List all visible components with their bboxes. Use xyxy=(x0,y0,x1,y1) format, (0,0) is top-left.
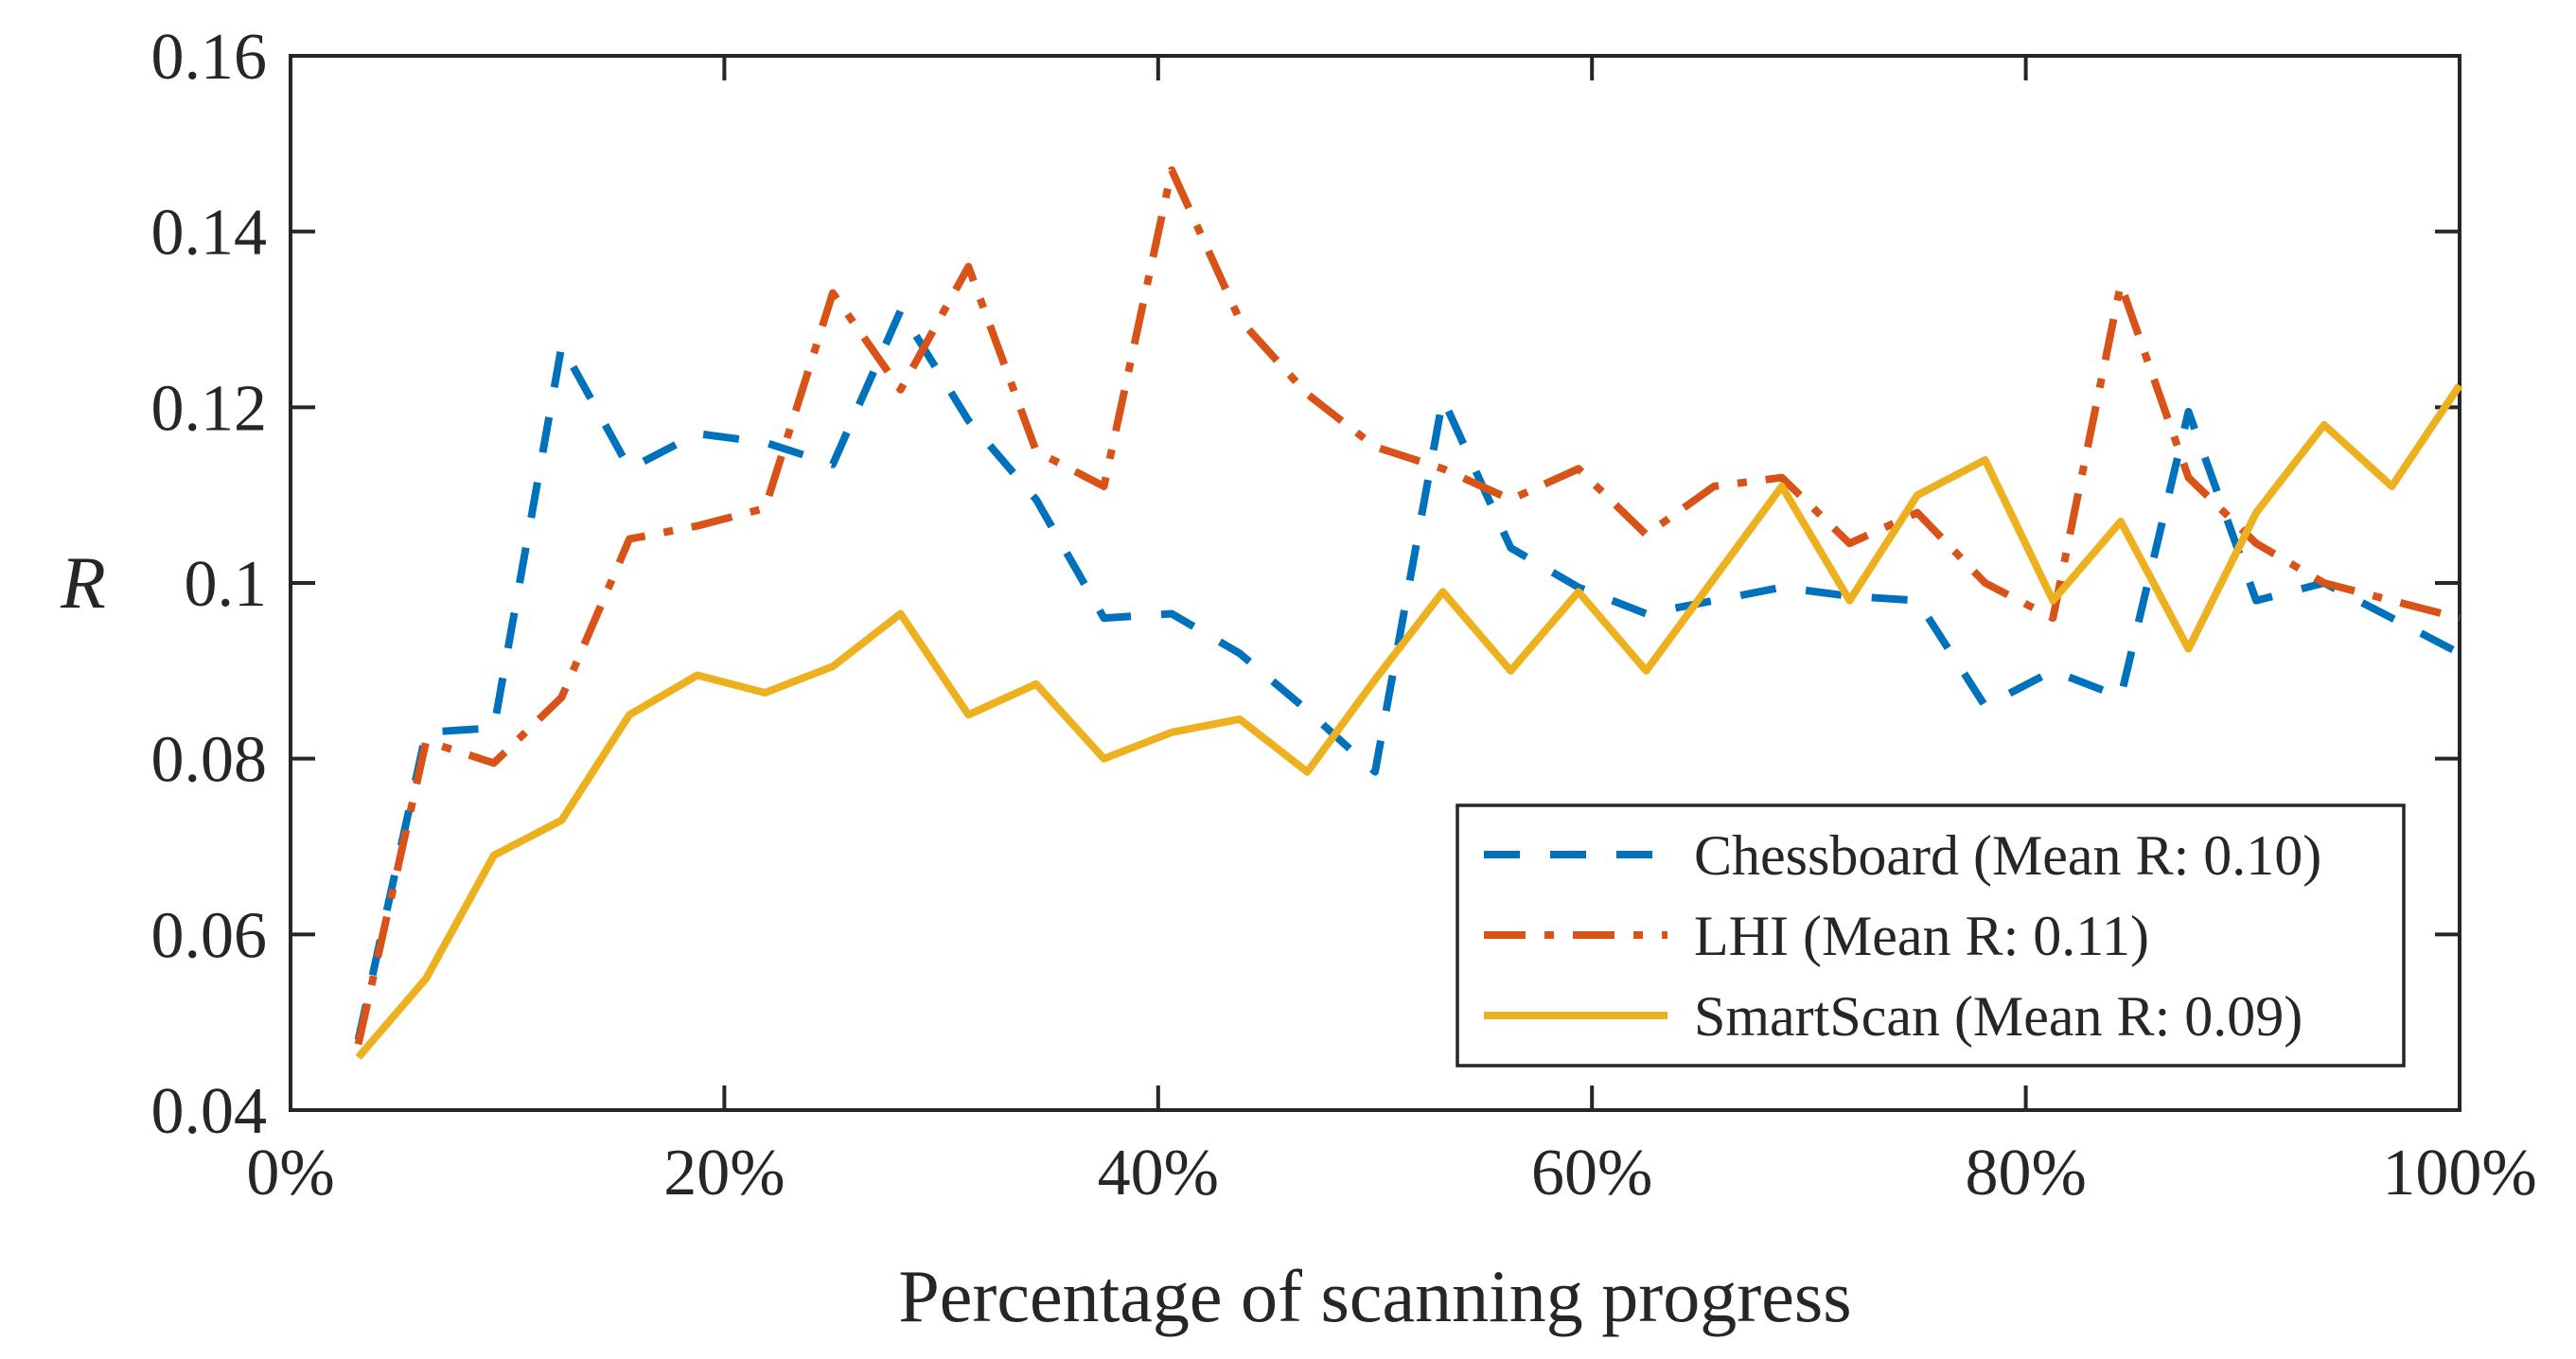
x-tick-label: 40% xyxy=(1098,1137,1219,1209)
y-tick-label: 0.08 xyxy=(151,724,268,797)
y-tick-label: 0.14 xyxy=(151,197,268,270)
legend-box xyxy=(1456,803,2406,1068)
series-line-lhi xyxy=(354,166,2461,1046)
y-axis-title: R xyxy=(60,541,106,624)
y-tick-label: 0.06 xyxy=(151,899,268,972)
data-series-lines xyxy=(354,166,2463,1060)
legend-entry: Chessboard (Mean R: 0.10) xyxy=(1484,824,2321,887)
y-tick-label: 0.04 xyxy=(151,1075,268,1148)
legend-label: Chessboard (Mean R: 0.10) xyxy=(1694,824,2321,887)
legend-label: SmartScan (Mean R: 0.09) xyxy=(1694,985,2303,1048)
x-tick-label: 60% xyxy=(1531,1137,1652,1209)
x-tick-label: 20% xyxy=(663,1137,785,1209)
legend-label: LHI (Mean R: 0.11) xyxy=(1694,905,2149,967)
x-tick-label: 100% xyxy=(2382,1137,2536,1209)
x-tick-label: 80% xyxy=(1965,1137,2086,1209)
y-axis-tick-labels: 0.04 0.06 0.08 0.1 0.12 0.14 0.16 xyxy=(151,21,268,1148)
y-tick-label: 0.12 xyxy=(151,372,268,445)
x-axis-title: Percentage of scanning progress xyxy=(898,1255,1851,1337)
y-tick-label: 0.1 xyxy=(185,548,268,621)
legend-entry: SmartScan (Mean R: 0.09) xyxy=(1484,985,2303,1048)
x-tick-label: 0% xyxy=(246,1137,334,1209)
series-line-chessboard xyxy=(354,307,2461,1041)
series-line-smartscan xyxy=(355,382,2463,1060)
x-axis-tick-labels: 0% 20% 40% 60% 80% 100% xyxy=(246,1137,2536,1209)
legend-entry: LHI (Mean R: 0.11) xyxy=(1484,905,2149,967)
legend-entries: Chessboard (Mean R: 0.10) LHI (Mean R: 0.… xyxy=(1484,824,2321,1048)
y-tick-label: 0.16 xyxy=(151,21,268,94)
legend: Chessboard (Mean R: 0.10) LHI (Mean R: 0.… xyxy=(1456,803,2406,1068)
